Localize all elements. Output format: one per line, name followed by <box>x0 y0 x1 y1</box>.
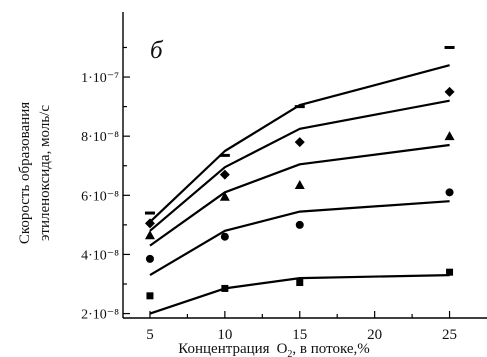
y-tick-label: 1·10⁻⁷ <box>81 71 119 86</box>
square-marker <box>221 284 229 292</box>
triangle-marker <box>444 131 455 141</box>
dash-marker <box>444 45 455 49</box>
x-tick-label: 10 <box>217 327 232 343</box>
diamond-marker <box>144 218 155 229</box>
y-ticks: 2·10⁻⁸ 4·10⁻⁸ 6·10⁻⁸ 8·10⁻⁸ 1·10⁻⁷ <box>81 46 130 323</box>
fit-line-diamond <box>149 99 450 232</box>
diamond-marker <box>294 137 305 148</box>
x-tick-label: 15 <box>292 327 307 343</box>
x-axis-label: Концентрация O2, в потоке,% <box>178 341 370 357</box>
x-tick-label: 20 <box>367 327 382 343</box>
triangle-marker <box>294 179 305 189</box>
x-ticks: 5 10 15 20 25 <box>146 311 457 343</box>
fit-line-triangle <box>149 143 450 247</box>
fit-line-circle <box>149 200 450 277</box>
circle-marker <box>220 232 229 241</box>
circle-marker <box>295 220 304 229</box>
dash-marker <box>219 153 230 157</box>
x-tick-label: 25 <box>442 327 457 343</box>
y-tick-label: 6·10⁻⁸ <box>81 189 119 204</box>
y-axis-label-line2: этиленоксида, моль/с <box>37 105 53 241</box>
triangle-marker <box>219 191 230 201</box>
square-marker <box>446 268 454 276</box>
x-tick-label: 5 <box>146 327 154 343</box>
panel-label: б <box>150 37 164 64</box>
dash-marker <box>294 105 305 109</box>
fit-line-dash <box>149 64 450 223</box>
y-tick-label: 4·10⁻⁸ <box>81 248 119 263</box>
fit-line-square <box>149 274 450 315</box>
fit-lines <box>149 64 450 315</box>
axes <box>122 12 487 319</box>
dash-marker <box>144 211 155 215</box>
y-tick-label: 8·10⁻⁸ <box>81 130 119 145</box>
circle-marker <box>445 188 454 197</box>
data-markers <box>144 45 455 300</box>
square-marker <box>146 292 154 300</box>
square-marker <box>296 279 304 287</box>
x-axis-label-prefix: Концентрация <box>178 341 269 357</box>
y-tick-label: 2·10⁻⁸ <box>81 308 119 323</box>
circle-marker <box>145 254 154 263</box>
triangle-marker <box>144 230 155 240</box>
y-axis-label: Скорость образования этиленоксида, моль/… <box>17 102 53 244</box>
y-axis-label-line1: Скорость образования <box>17 102 33 244</box>
x-axis-label-formula: O <box>277 341 288 357</box>
x-axis-label-subscript: 2 <box>287 349 292 357</box>
diamond-marker <box>444 86 455 97</box>
x-axis-label-suffix: , в потоке,% <box>292 341 369 357</box>
diamond-marker <box>219 169 230 180</box>
